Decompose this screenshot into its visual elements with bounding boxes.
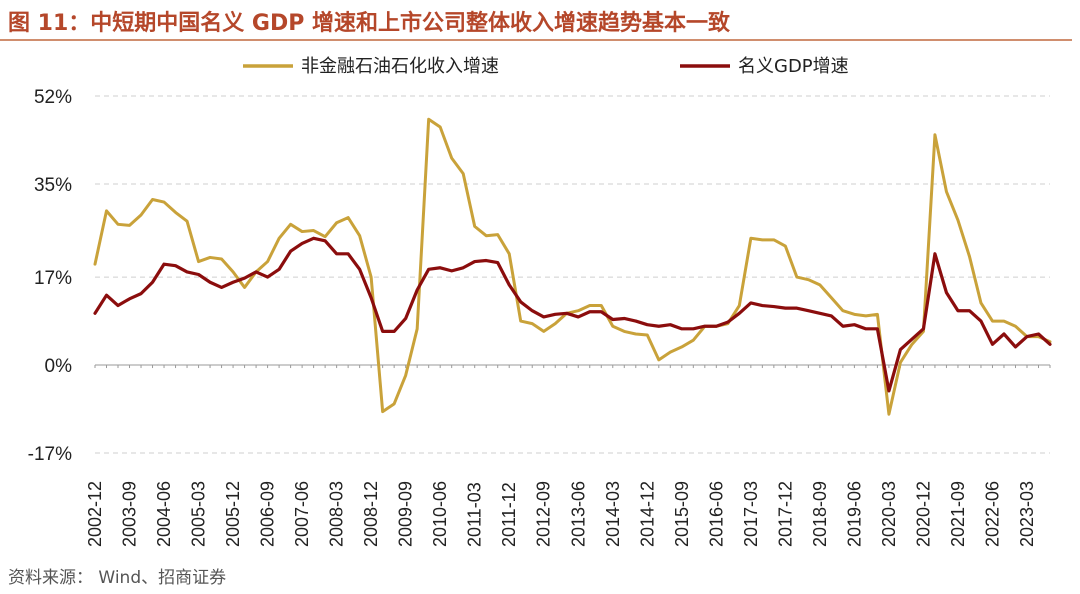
source-note: 资料来源： Wind、招商证券 [8,568,226,588]
x-tick-label: 2023-03 [1017,481,1037,547]
x-tick-label: 2016-06 [706,481,726,547]
x-tick-label: 2008-03 [327,481,347,547]
gridlines [95,95,1050,454]
x-tick-label: 2015-09 [672,481,692,547]
y-tick-label: -17% [28,444,72,465]
x-tick-label: 2013-06 [568,481,588,547]
y-axis: -17% 0% 17% 35% 52% [28,87,72,465]
x-tick-label: 2009-09 [396,481,416,547]
x-tick-label: 2017-12 [775,481,795,547]
x-tick-label: 2021-09 [948,481,968,547]
x-tick-label: 2004-06 [154,481,174,547]
x-tick-label: 2012-09 [534,481,554,547]
x-tick-label: 2005-12 [223,481,243,547]
x-tick-label: 2014-12 [637,481,657,547]
y-tick-label: 0% [45,356,73,377]
x-tick-label: 2011-12 [499,482,519,547]
x-tick-label: 2007-06 [292,481,312,547]
series-line-2 [93,236,1052,393]
x-tick-label: 2017-03 [741,481,761,547]
x-tick-label: 2003-09 [120,481,140,547]
x-tick-label: 2019-06 [844,481,864,547]
x-axis: 2002-12 2003-09 2004-06 2005-03 2005-12 2006-… [85,364,1051,547]
series-lines [93,117,1052,416]
legend: 非金融石油石化收入增速 名义GDP增速 [243,56,849,77]
x-tick-label: 2011-03 [465,482,485,547]
y-tick-label: 52% [34,87,72,108]
x-tick-label: 2018-09 [810,481,830,547]
x-tick-label: 2002-12 [85,481,105,547]
series-line-1 [93,117,1052,416]
legend-label-series-1: 非金融石油石化收入增速 [301,56,499,77]
legend-label-series-2: 名义GDP增速 [738,56,849,77]
x-tick-label: 2006-09 [258,481,278,547]
y-tick-label: 17% [34,268,72,289]
x-tick-label: 2005-03 [189,481,209,547]
x-tick-label: 2020-03 [879,481,899,547]
x-tick-label: 2020-12 [913,481,933,547]
figure-title: 图 11：中短期中国名义 GDP 增速和上市公司整体收入增速趋势基本一致 [8,10,731,36]
x-tick-label: 2014-03 [603,481,623,547]
x-tick-label: 2008-12 [361,481,381,547]
x-tick-label: 2010-06 [430,481,450,547]
x-tick-label: 2022-06 [982,481,1002,547]
y-tick-label: 35% [34,175,72,196]
